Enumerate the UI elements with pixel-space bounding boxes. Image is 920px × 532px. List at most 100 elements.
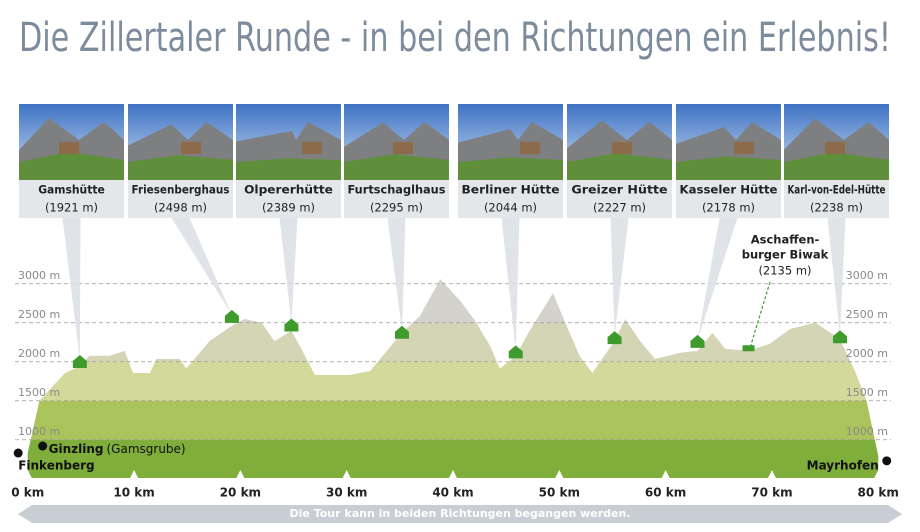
hut-name: Kasseler Hütte xyxy=(680,183,778,197)
photo-meadow xyxy=(236,158,341,180)
x-tick-label: 60 km xyxy=(645,486,686,500)
hut-name: Berliner Hütte xyxy=(462,183,560,197)
hut-marker xyxy=(394,325,409,339)
x-tick-label: 30 km xyxy=(326,486,367,500)
hut-marker xyxy=(508,345,523,359)
pointer xyxy=(279,218,298,324)
elevation-band xyxy=(27,400,879,440)
hut-marker xyxy=(690,334,705,348)
y-tick-label: 3000 m xyxy=(18,269,60,282)
hut-name: Greizer Hütte xyxy=(571,183,667,197)
photo-meadow xyxy=(344,154,449,180)
photo-hut xyxy=(302,142,322,154)
x-tick-mark xyxy=(449,470,457,478)
hut-marker xyxy=(607,331,622,345)
bivouac-marker xyxy=(742,345,755,352)
y-tick-label: 1500 m xyxy=(18,386,60,399)
hut-marker xyxy=(284,318,299,332)
footer-note: Die Tour kann in beiden Richtungen began… xyxy=(290,507,631,520)
place-dot xyxy=(38,441,48,451)
label-box xyxy=(236,180,341,218)
place-label: Ginzling (Gamsgrube) xyxy=(49,442,186,456)
hut-name: Friesenberghaus xyxy=(132,183,230,197)
hut-elevation: (2389 m) xyxy=(262,201,315,215)
pointer xyxy=(610,218,629,337)
pointer xyxy=(827,218,846,336)
hut-elevation: (2498 m) xyxy=(154,201,207,215)
photo-hut xyxy=(393,142,413,154)
y-tick-label: 3000 m xyxy=(846,269,888,282)
place-name: Mayrhofen xyxy=(807,458,879,472)
place-dot xyxy=(13,448,23,458)
x-tick-label: 80 km xyxy=(858,486,899,500)
photo-hut xyxy=(612,142,632,154)
place-name: Ginzling xyxy=(49,442,104,456)
y-tick-label: 2000 m xyxy=(846,347,888,360)
hut-name: Furtschaglhaus xyxy=(348,183,446,197)
bivouac-name: Aschaffen- xyxy=(751,233,820,247)
x-tick-label: 70 km xyxy=(751,486,792,500)
x-tick-label: 40 km xyxy=(432,486,473,500)
hut-elevation: (2238 m) xyxy=(810,201,863,215)
photo-hut xyxy=(825,142,845,154)
x-tick-mark xyxy=(236,470,245,478)
hut-marker xyxy=(72,354,87,368)
place-note: (Gamsgrube) xyxy=(107,442,186,456)
x-tick-label: 10 km xyxy=(113,486,154,500)
hut-name: Olpererhütte xyxy=(244,183,333,197)
bivouac-name: burger Biwak xyxy=(742,248,829,262)
place-name: Finkenberg xyxy=(18,459,94,473)
label-box xyxy=(128,180,233,218)
photo-meadow xyxy=(458,157,563,180)
pointer xyxy=(697,218,738,340)
y-tick-label: 1000 m xyxy=(846,425,888,438)
hut-elevation: (2044 m) xyxy=(484,201,537,215)
x-tick-mark xyxy=(874,470,883,478)
chart-title: Die Zillertaler Runde - in bei den Richt… xyxy=(19,15,891,61)
photo-meadow xyxy=(19,152,124,180)
photo-meadow xyxy=(784,152,889,180)
label-box xyxy=(676,180,781,218)
hut-marker xyxy=(224,309,239,323)
hut-elevation: (2227 m) xyxy=(593,201,646,215)
place-dot xyxy=(882,456,892,466)
y-tick-label: 2500 m xyxy=(18,308,60,321)
bivouac-pointer xyxy=(749,281,771,347)
x-tick-mark xyxy=(661,470,670,478)
label-box xyxy=(344,180,449,218)
hut-elevation: (2178 m) xyxy=(702,201,755,215)
photo-hut xyxy=(59,142,79,154)
x-tick-mark xyxy=(342,470,351,478)
photo-hut xyxy=(520,142,540,154)
x-tick-mark xyxy=(555,470,564,478)
bivouac-elevation: (2135 m) xyxy=(758,264,811,278)
pointer xyxy=(387,218,406,331)
pointer xyxy=(171,218,232,315)
y-tick-label: 1500 m xyxy=(846,386,888,399)
hut-elevation: (2295 m) xyxy=(370,201,423,215)
photo-meadow xyxy=(567,153,672,180)
hut-marker xyxy=(832,330,847,344)
photo-hut xyxy=(734,142,754,154)
y-tick-label: 2500 m xyxy=(846,308,888,321)
hut-name: Gamshütte xyxy=(38,183,105,197)
hut-name: Karl-von-Edel-Hütte xyxy=(788,183,886,197)
x-tick-label: 20 km xyxy=(220,486,261,500)
label-box xyxy=(567,180,672,218)
elevation-band xyxy=(27,322,879,362)
elevation-band xyxy=(27,361,879,401)
x-tick-mark xyxy=(767,470,776,478)
photo-meadow xyxy=(676,156,781,180)
photo-meadow xyxy=(128,155,233,180)
y-tick-label: 2000 m xyxy=(18,347,60,360)
label-box xyxy=(784,180,889,218)
pointer xyxy=(501,218,520,351)
x-tick-label: 50 km xyxy=(539,486,580,500)
label-box xyxy=(458,180,563,218)
x-tick-mark xyxy=(130,470,139,478)
direction-arrow xyxy=(18,505,902,523)
hut-elevation: (1921 m) xyxy=(45,201,98,215)
y-tick-label: 1000 m xyxy=(18,425,60,438)
x-tick-label: 0 km xyxy=(11,486,44,500)
